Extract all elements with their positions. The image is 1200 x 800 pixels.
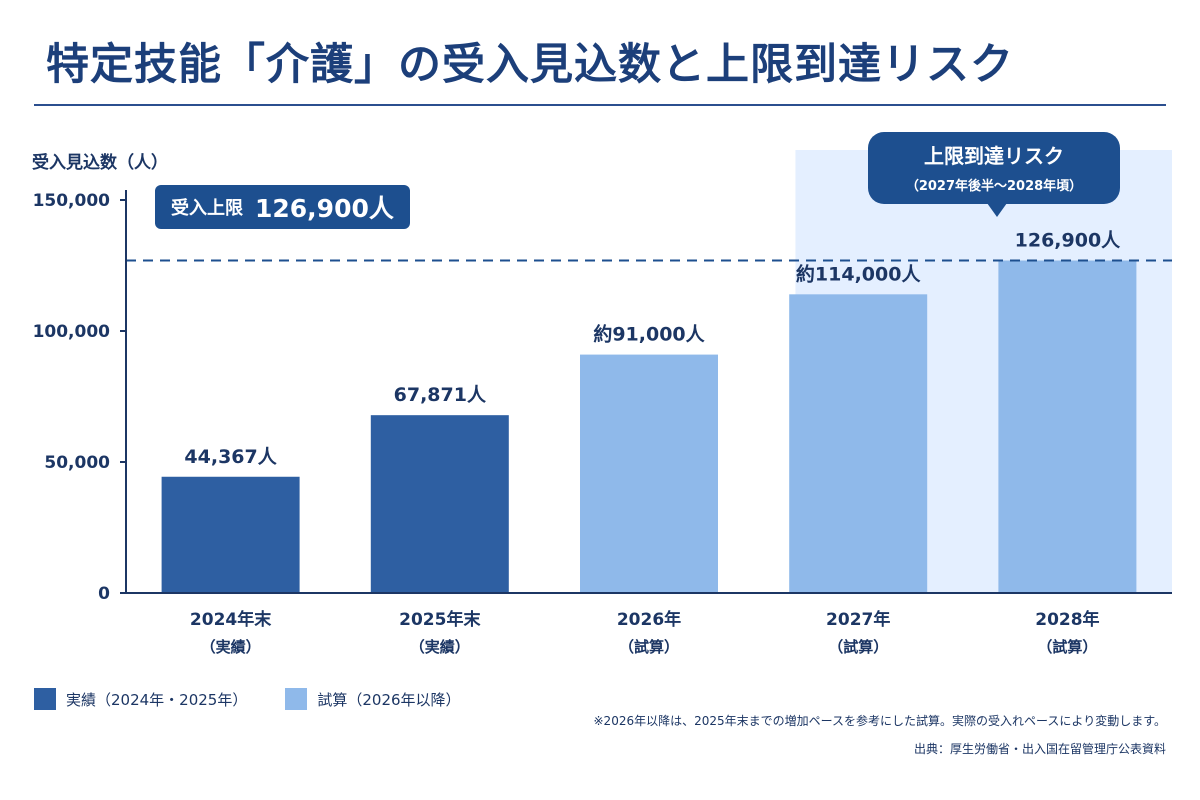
bar-value-label: 126,900人 <box>1015 230 1122 252</box>
legend-label-actual: 実績（2024年・2025年） <box>66 690 248 709</box>
legend: 実績（2024年・2025年） 試算（2026年以降） <box>34 688 499 710</box>
source-note: 出典：厚生労働省・出入国在留管理庁公表資料 <box>913 742 1166 756</box>
legend-item-estimate: 試算（2026年以降） <box>285 688 461 710</box>
y-tick-label: 150,000 <box>33 191 111 211</box>
x-category-label: 2027年 <box>826 609 890 630</box>
legend-swatch-estimate <box>285 688 308 710</box>
legend-label-estimate: 試算（2026年以降） <box>317 690 461 709</box>
x-category-label: 2025年末 <box>399 609 481 630</box>
x-category-sublabel: （試算） <box>828 638 888 656</box>
y-tick-label: 0 <box>98 584 110 604</box>
y-tick-label: 100,000 <box>33 322 111 342</box>
legend-item-actual: 実績（2024年・2025年） <box>34 688 247 710</box>
cap-badge-value: 126,900人 <box>255 194 394 223</box>
x-category-label: 2026年 <box>617 609 681 630</box>
x-category-label: 2028年 <box>1035 609 1099 630</box>
bar-value-label: 約91,000人 <box>593 323 705 346</box>
x-category-sublabel: （試算） <box>619 638 679 656</box>
bar <box>370 415 509 593</box>
risk-callout-subtitle: （2027年後半〜2028年頃） <box>905 179 1083 194</box>
x-category-sublabel: （試算） <box>1037 638 1097 656</box>
risk-callout-pointer <box>987 203 1007 217</box>
y-axis-label: 受入見込数（人） <box>32 153 168 173</box>
footnote: ※2026年以降は、2025年末までの増加ペースを参考にした試算。実際の受入れペ… <box>593 714 1167 728</box>
page-title: 特定技能「介護」の受入見込数と上限到達リスク <box>46 40 1014 90</box>
bar <box>998 260 1137 593</box>
x-category-label: 2024年末 <box>190 609 272 630</box>
cap-badge: 受入上限 126,900人 <box>155 185 410 229</box>
bar-value-label: 44,367人 <box>184 446 277 468</box>
risk-callout: 上限到達リスク （2027年後半〜2028年頃） <box>868 132 1120 204</box>
bar <box>161 476 300 593</box>
bar <box>580 354 718 593</box>
risk-callout-title: 上限到達リスク <box>924 144 1064 168</box>
x-category-sublabel: （実績） <box>201 638 261 656</box>
bar <box>789 294 928 593</box>
y-tick-label: 50,000 <box>44 453 110 473</box>
legend-swatch-actual <box>34 688 56 710</box>
title-divider <box>34 104 1166 106</box>
cap-badge-label: 受入上限 <box>171 198 243 219</box>
bar-value-label: 約114,000人 <box>796 262 922 285</box>
bar-value-label: 67,871人 <box>394 384 487 406</box>
x-category-sublabel: （実績） <box>410 638 470 656</box>
